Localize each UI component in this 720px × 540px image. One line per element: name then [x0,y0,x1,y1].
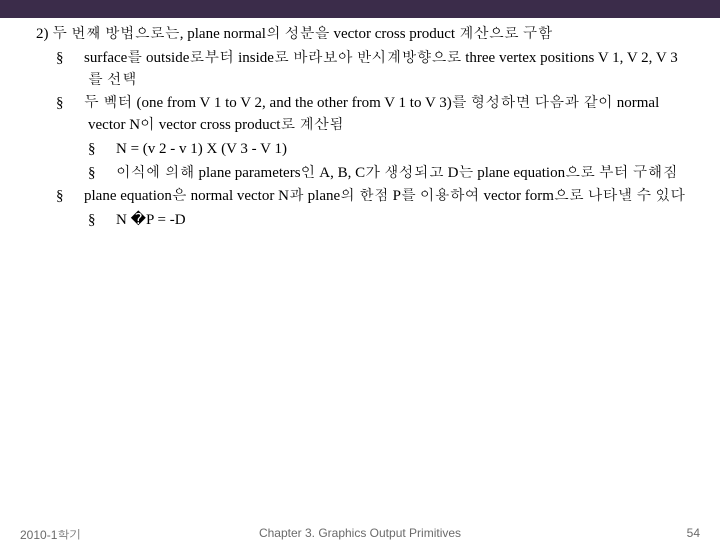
list-text: 이식에 의해 plane parameters인 A, B, C가 생성되고 D… [116,165,678,181]
list-text: plane equation은 normal vector N과 plane의 … [84,188,685,204]
bullet: § [104,139,116,161]
footer-center: Chapter 3. Graphics Output Primitives [0,526,720,540]
list-text: N = (v 2 - v 1) X (V 3 - V 1) [116,141,287,157]
bullet: § [72,48,84,70]
title-bar [0,0,720,18]
bullet: § [104,163,116,185]
list-text: 두 번째 방법으로는, plane normal의 성분을 vector cro… [52,26,552,42]
list-number: 2) [36,26,49,42]
list-item: §plane equation은 normal vector N과 plane의… [44,186,692,208]
bullet: § [72,186,84,208]
slide-content: 2) 두 번째 방법으로는, plane normal의 성분을 vector … [0,18,720,232]
list-item: §N = (v 2 - v 1) X (V 3 - V 1) [44,139,692,161]
list-item-main: 2) 두 번째 방법으로는, plane normal의 성분을 vector … [50,24,692,46]
list-text: N �P = -D [116,212,186,228]
list-text: 두 벡터 (one from V 1 to V 2, and the other… [84,95,659,133]
list-item: §이식에 의해 plane parameters인 A, B, C가 생성되고 … [44,163,692,185]
list-item: §N �P = -D [44,210,692,232]
bullet: § [104,210,116,232]
list-text: surface를 outside로부터 inside로 바라보아 반시계방향으로… [84,50,678,88]
list-item: §surface를 outside로부터 inside로 바라보아 반시계방향으… [44,48,692,92]
bullet: § [72,93,84,115]
footer-right: 54 [687,526,700,540]
list-item: §두 벡터 (one from V 1 to V 2, and the othe… [44,93,692,137]
